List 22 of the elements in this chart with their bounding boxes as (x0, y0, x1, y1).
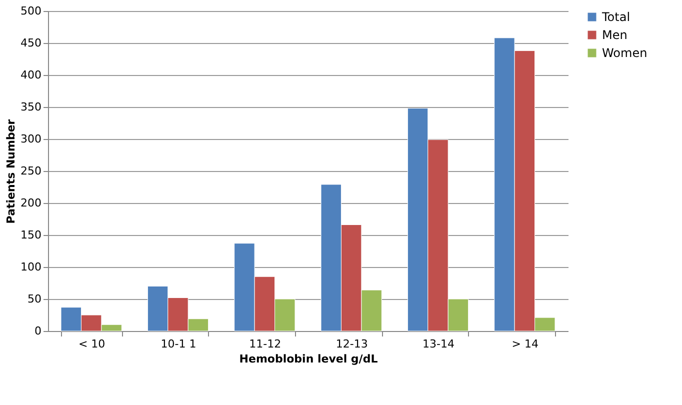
y-tick-label: 350 (20, 100, 42, 114)
x-axis-title: Hemoblobin level g/dL (239, 352, 378, 366)
x-tick-label: 10-1 1 (160, 338, 196, 350)
x-tick-label: 13-14 (422, 338, 454, 350)
x-tick-label: > 14 (512, 338, 539, 350)
x-tick-label: < 10 (78, 338, 106, 350)
y-tick-label: 500 (20, 4, 42, 18)
y-tick-label: 300 (20, 132, 42, 146)
x-tick-label: 12-13 (336, 338, 368, 350)
y-tick-label: 50 (28, 292, 42, 306)
y-tick-label: 450 (20, 36, 42, 50)
y-tick-label: 0 (34, 324, 42, 338)
legend-label: Women (602, 46, 648, 60)
y-axis-title: Patients Number (4, 118, 18, 224)
y-tick-label: 400 (20, 68, 42, 82)
legend-label: Total (601, 10, 630, 24)
y-tick-label: 100 (20, 260, 42, 274)
y-tick-label: 250 (20, 164, 42, 178)
legend-label: Men (602, 28, 628, 42)
y-tick-label: 200 (20, 196, 42, 210)
y-tick-label: 150 (20, 228, 42, 242)
x-tick-label: 11-12 (249, 338, 282, 350)
